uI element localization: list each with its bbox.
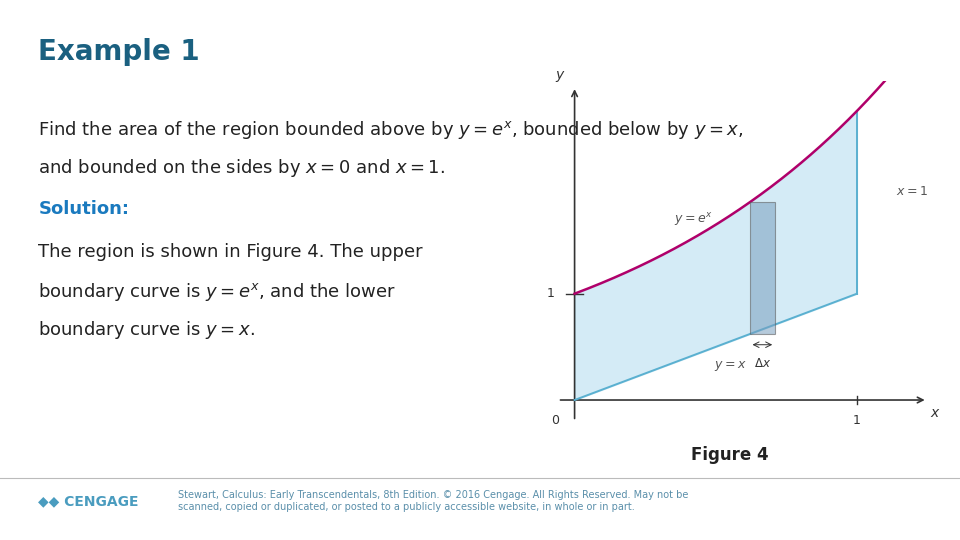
- Text: The region is shown in Figure 4. The upper: The region is shown in Figure 4. The upp…: [38, 243, 423, 261]
- Text: 1: 1: [547, 287, 555, 300]
- Text: Stewart, Calculus: Early Transcendentals, 8th Edition. © 2016 Cengage. All Right: Stewart, Calculus: Early Transcendentals…: [178, 490, 688, 512]
- Text: $x$: $x$: [930, 406, 941, 420]
- Text: Figure 4: Figure 4: [691, 446, 768, 463]
- Text: $y = e^x$: $y = e^x$: [674, 211, 712, 227]
- Text: boundary curve is $y = x$.: boundary curve is $y = x$.: [38, 319, 255, 341]
- Text: and bounded on the sides by $x = 0$ and $x = 1$.: and bounded on the sides by $x = 0$ and …: [38, 157, 445, 179]
- Text: boundary curve is $y = e^x$, and the lower: boundary curve is $y = e^x$, and the low…: [38, 281, 396, 303]
- Text: $y$: $y$: [555, 69, 565, 84]
- Text: $x = 1$: $x = 1$: [897, 185, 928, 198]
- Text: ◆◆ CENGAGE: ◆◆ CENGAGE: [38, 494, 139, 508]
- Text: 1: 1: [853, 414, 861, 427]
- Text: Solution:: Solution:: [38, 200, 130, 218]
- Text: 0: 0: [551, 414, 559, 427]
- Text: Example 1: Example 1: [38, 38, 200, 66]
- Text: $\Delta x$: $\Delta x$: [754, 357, 771, 370]
- Bar: [750, 202, 775, 334]
- Text: $y = x$: $y = x$: [713, 359, 746, 373]
- Text: Find the area of the region bounded above by $y = e^x$, bounded below by $y = x$: Find the area of the region bounded abov…: [38, 119, 744, 141]
